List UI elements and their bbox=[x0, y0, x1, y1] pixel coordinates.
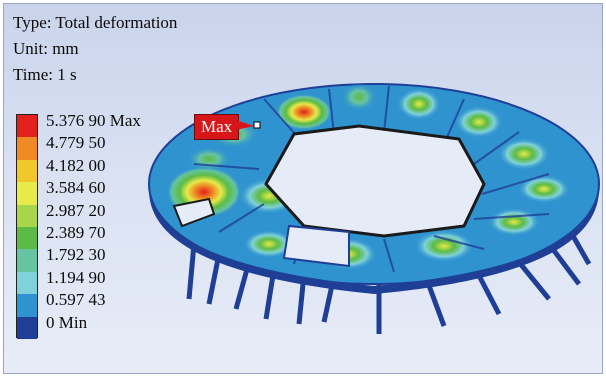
legend-color-bar bbox=[16, 114, 38, 339]
deformation-model bbox=[148, 83, 600, 334]
legend-label: 1.792 30 bbox=[46, 245, 106, 265]
legend-label: 5.376 90 Max bbox=[46, 111, 141, 130]
max-probe-pointer bbox=[236, 120, 261, 130]
legend-swatch bbox=[17, 115, 37, 138]
legend-label: 3.584 60 bbox=[46, 178, 106, 198]
result-time: Time: 1 s bbox=[13, 65, 77, 84]
graphics-viewport[interactable]: Type: Total deformation Unit: mm Time: 1… bbox=[3, 3, 603, 374]
legend-label: 0 Min bbox=[46, 312, 88, 332]
legend-label: 4.182 00 bbox=[46, 155, 106, 175]
legend-swatch bbox=[17, 294, 37, 317]
legend-label: 4.779 50 bbox=[46, 133, 106, 153]
legend-label: 0.597 43 bbox=[46, 290, 106, 310]
legend-label: 2.987 20 bbox=[46, 200, 106, 220]
legend-swatch bbox=[17, 137, 37, 160]
result-unit: Unit: mm bbox=[13, 39, 79, 58]
legend-swatch bbox=[17, 271, 37, 295]
result-type: Type: Total deformation bbox=[13, 13, 178, 32]
legend-swatch bbox=[17, 249, 37, 272]
legend-swatch bbox=[17, 159, 37, 183]
result-info: Type: Total deformation Unit: mm Time: 1… bbox=[13, 10, 177, 88]
legend-label: 2.389 70 bbox=[46, 223, 106, 242]
legend-swatch bbox=[17, 204, 37, 227]
legend-swatch bbox=[17, 182, 37, 205]
max-probe-label: Max bbox=[194, 114, 240, 140]
legend-swatch bbox=[17, 316, 37, 339]
legend-label: 1.194 90 bbox=[46, 267, 106, 287]
legend-swatch bbox=[17, 226, 37, 250]
